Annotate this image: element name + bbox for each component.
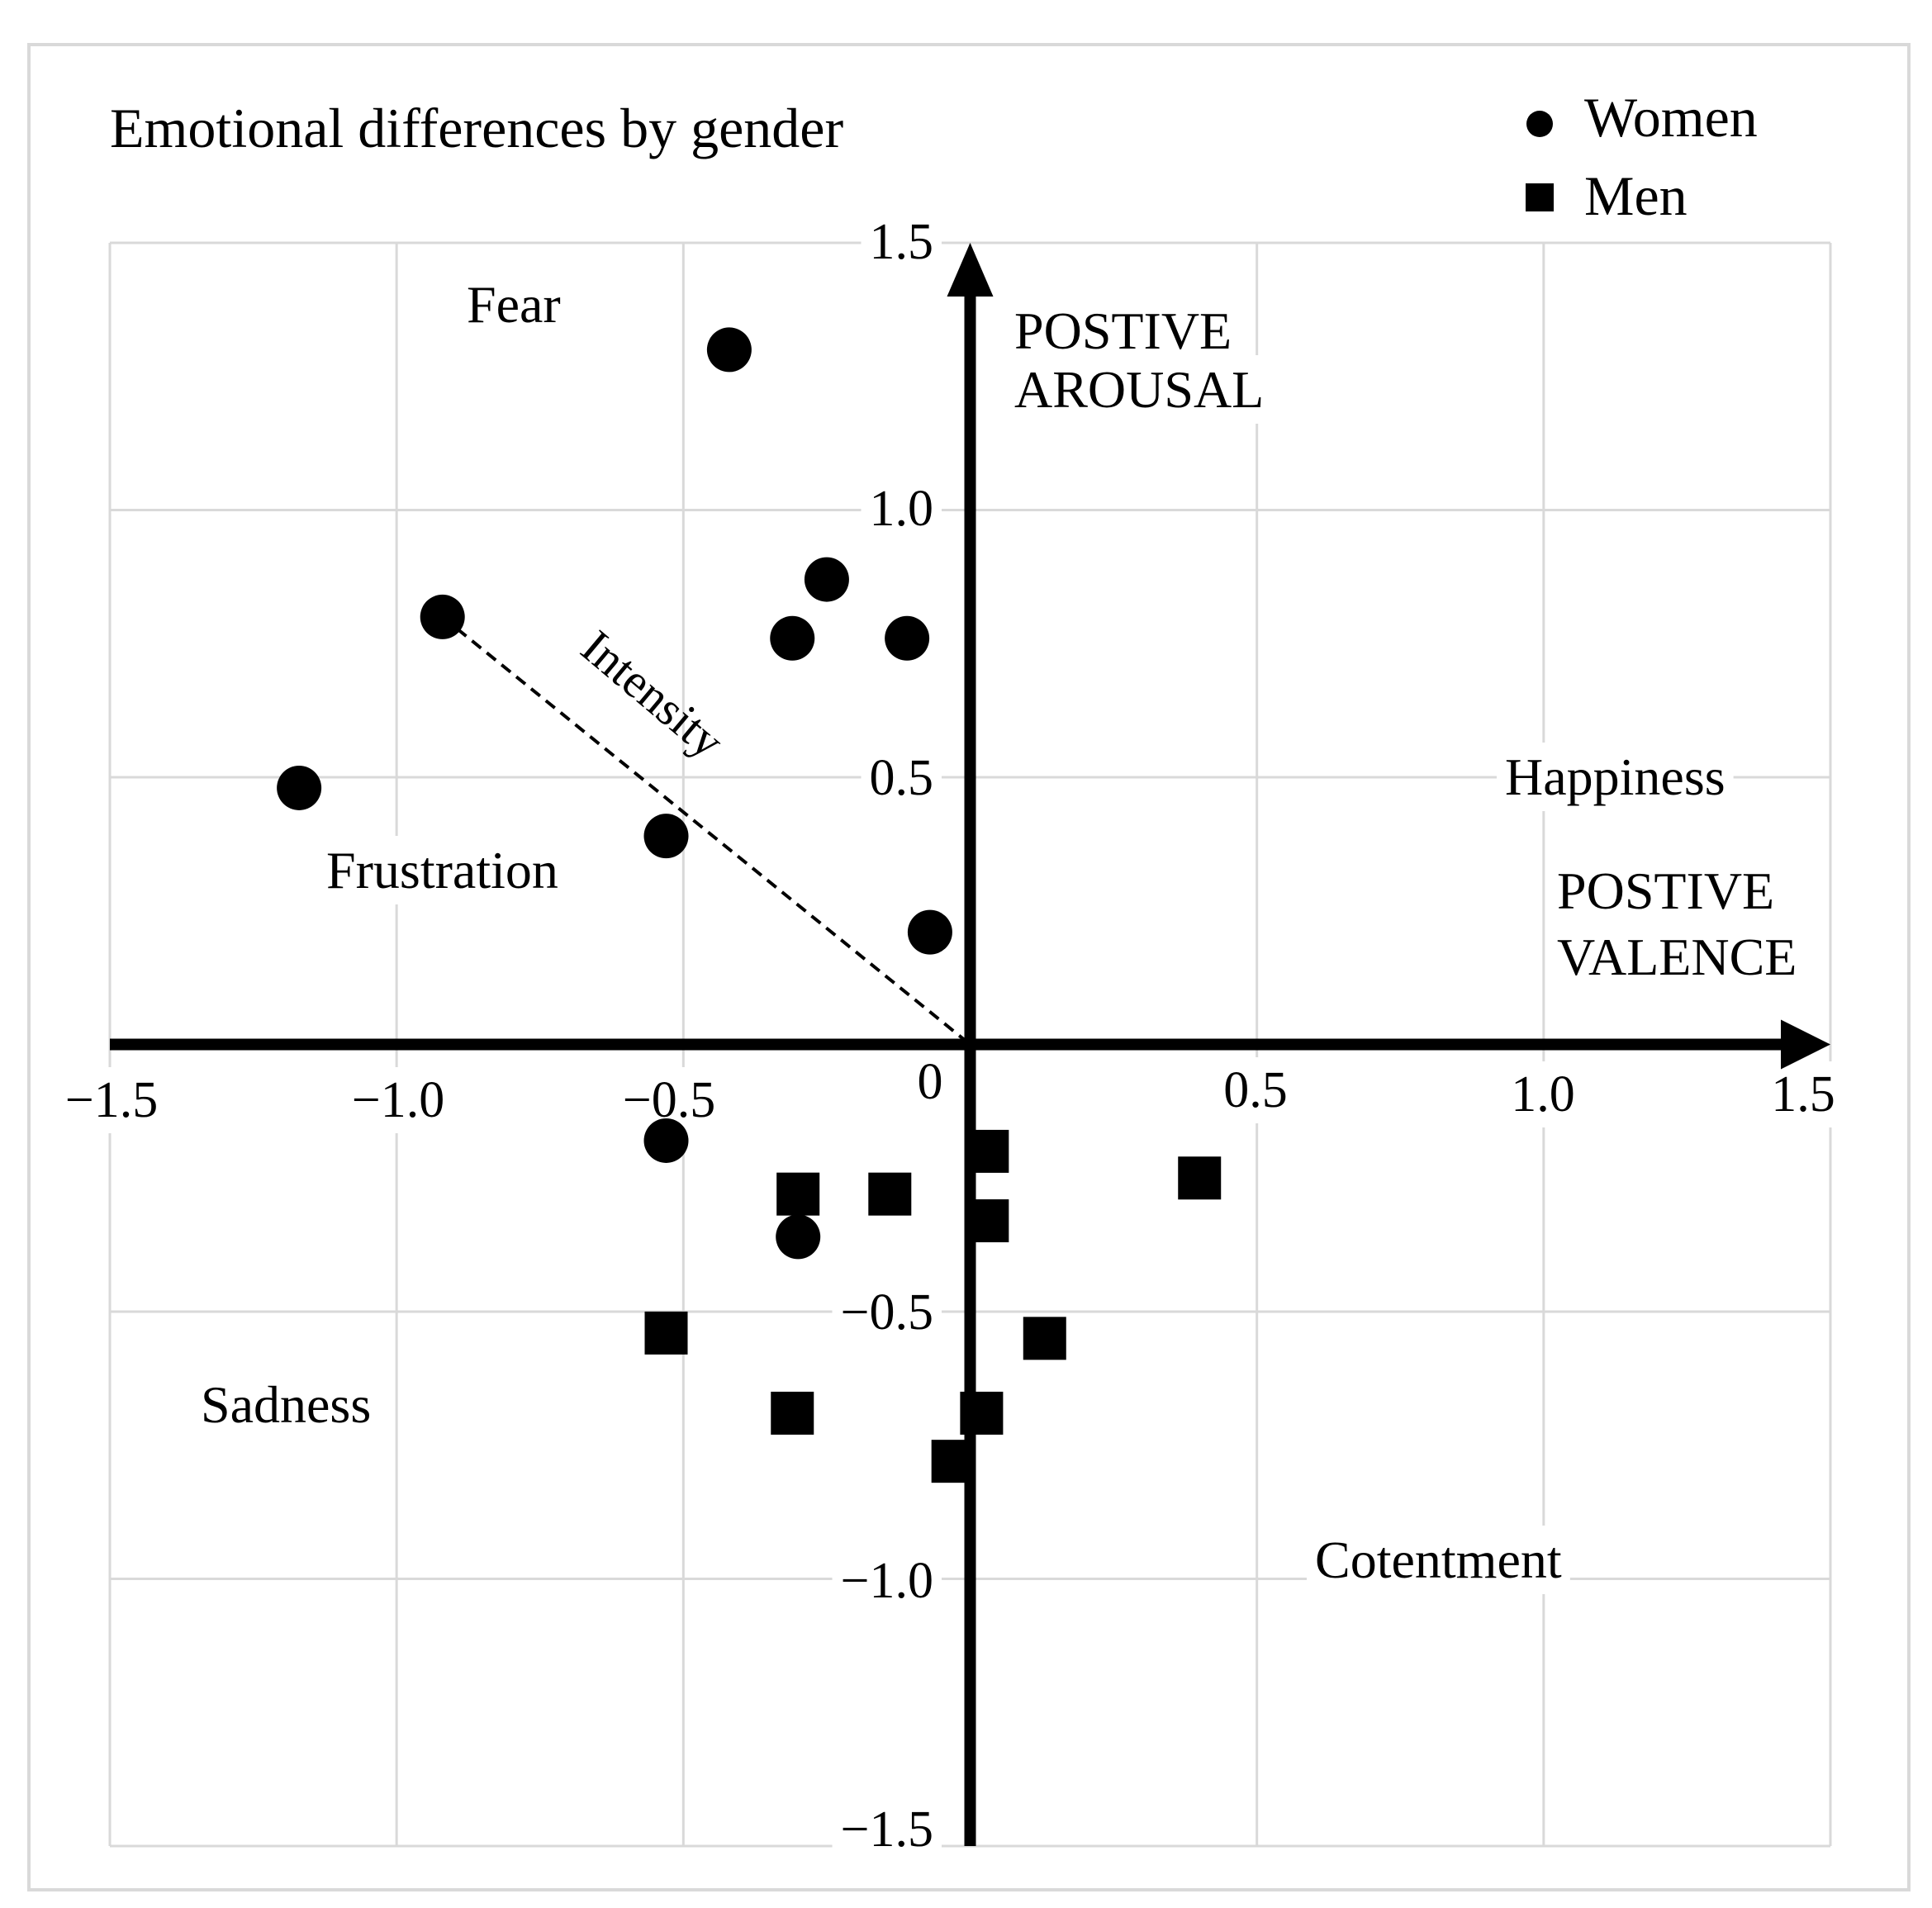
x-tick-label: 1.5 [1771,1066,1835,1122]
y-axis-label-line-1: POSTIVE [1014,301,1232,360]
label-background [458,270,569,339]
label-background [343,1067,453,1133]
region-label-sadness: Sadness [201,1375,371,1434]
legend-women-marker [1526,111,1553,137]
label-background [1006,355,1273,424]
label-background [1549,857,1783,925]
label-background [861,209,942,275]
label-background [1576,81,1766,154]
legend: Women Men [1526,86,1758,227]
label-background [1576,159,1696,232]
label-background [832,1548,942,1614]
label-background [1215,1057,1296,1123]
x-axis-arrowhead [1781,1019,1830,1070]
x-tick-label: −1.5 [65,1072,158,1128]
x-tick-label: −0.5 [623,1072,715,1128]
data-point-women [643,814,689,859]
intensity-line [441,615,971,1047]
label-background [861,745,942,811]
chart-text: Emotional differences by gender Women Me… [65,86,1835,1858]
label-background [318,836,567,904]
legend-men-marker [1526,183,1554,211]
label-background [1763,1061,1844,1127]
label-background [1497,743,1734,811]
y-axis-label-line-2: AROUSAL [1014,360,1264,419]
y-axis-arrowhead [947,243,994,297]
label-background [909,1049,952,1115]
data-point-men [1178,1156,1222,1200]
y-tick-label: 1.5 [870,214,934,270]
label-background [832,1279,942,1346]
data-point-women [776,1214,821,1260]
data-point-women [885,615,930,661]
label-background [832,1796,942,1863]
legend-women-label: Women [1584,86,1758,149]
x-axis-label-line-2: VALENCE [1557,928,1797,986]
label-background [1006,297,1241,365]
data-point-women [420,594,465,639]
data-point-men [931,1440,975,1483]
intensity-label: Intensity [572,619,734,768]
y-tick-label: −1.0 [841,1553,933,1609]
label-background [1549,923,1806,991]
data-point-men [868,1172,912,1216]
data-point-men [771,1391,814,1435]
data-point-men [966,1199,1009,1243]
y-tick-label: 0.5 [870,750,934,806]
legend-men-label: Men [1584,164,1688,227]
label-background [1307,1526,1570,1594]
y-tick-label: 1.0 [870,481,934,537]
y-tick-label: −0.5 [841,1284,933,1341]
y-tick-label: −1.5 [841,1801,933,1858]
data-point-women [770,615,815,661]
x-tick-label: 0 [918,1054,943,1110]
axes [110,243,1830,1846]
data-point-women [277,765,322,810]
data-point-men [966,1129,1009,1173]
data-points [277,327,1222,1483]
label-backgrounds [56,81,1844,1863]
data-point-men [960,1391,1004,1435]
region-label-fear: Fear [467,275,561,334]
x-tick-label: −1.0 [352,1072,444,1128]
data-point-men [776,1172,820,1216]
label-background [861,476,942,542]
data-point-women [907,909,952,955]
data-point-women [643,1118,689,1163]
label-background [1502,1061,1583,1127]
label-background [192,1370,380,1439]
data-point-women [706,327,752,373]
data-point-women [804,557,849,602]
intensity-line-group [441,615,971,1047]
label-background [56,1067,167,1133]
region-label-frustration: Frustration [326,841,558,899]
data-point-men [644,1311,688,1355]
x-axis-label-line-1: POSTIVE [1557,861,1774,920]
x-tick-label: 0.5 [1223,1062,1288,1118]
chart-title: Emotional differences by gender [110,97,843,159]
label-background [102,92,852,164]
region-label-contentment: Cotentment [1315,1531,1562,1589]
x-tick-label: 1.0 [1511,1066,1575,1122]
data-point-men [1023,1317,1066,1360]
region-label-happiness: Happiness [1505,748,1726,806]
